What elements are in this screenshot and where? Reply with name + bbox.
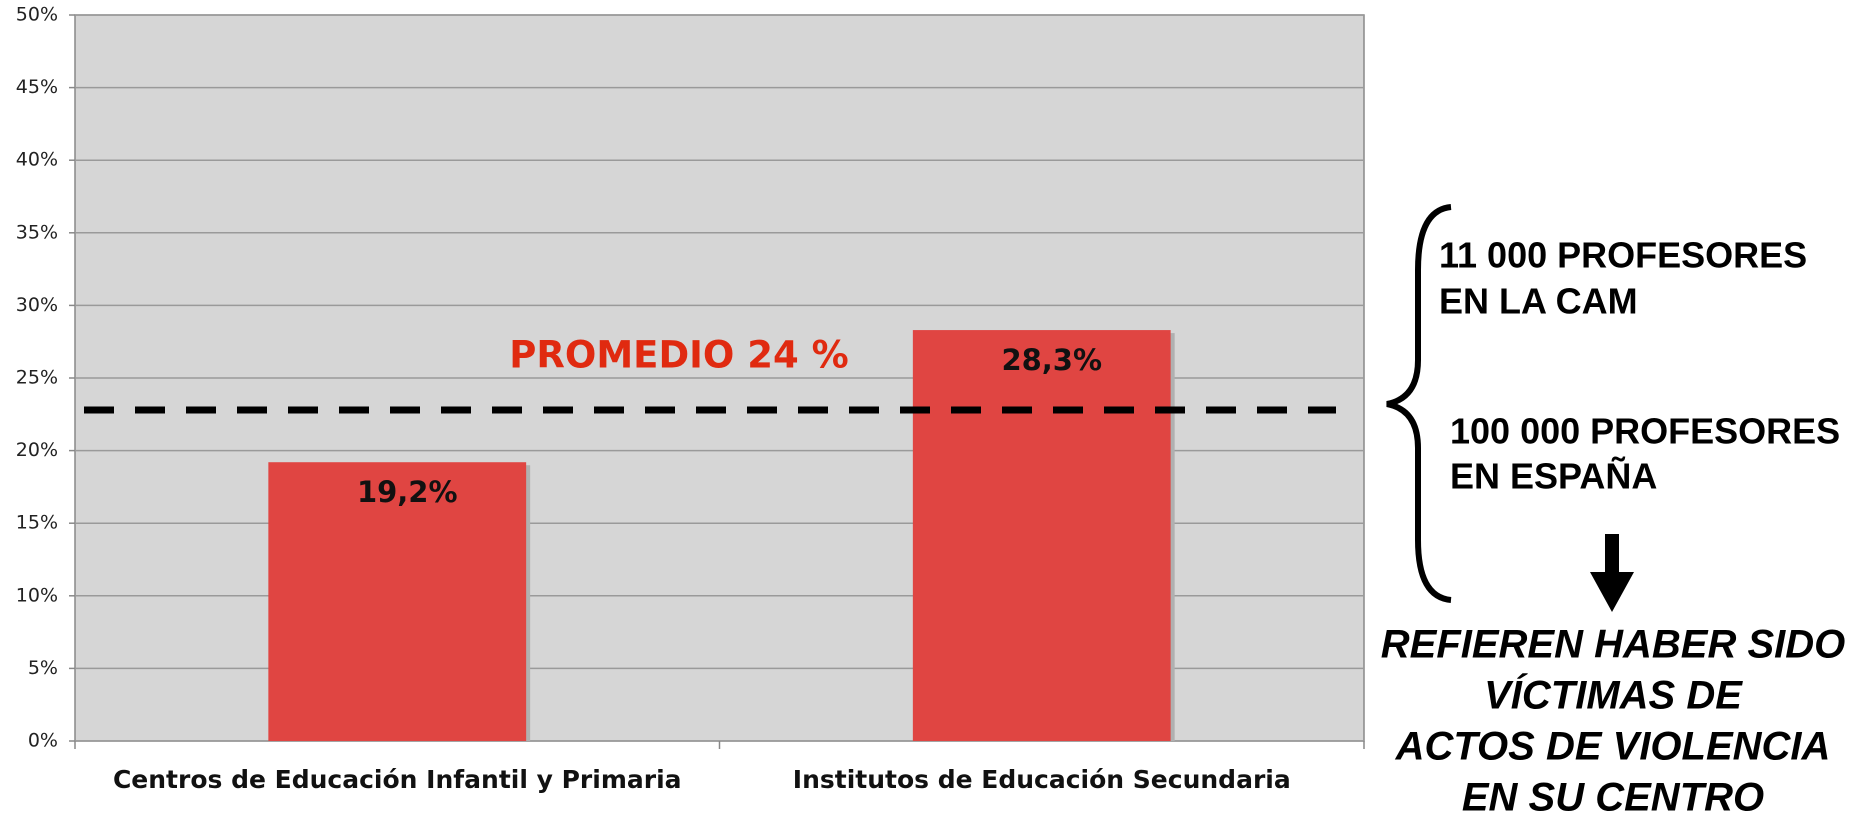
note: 11 000 PROFESORES	[1439, 235, 1807, 276]
value-label: 19,2%	[357, 475, 458, 509]
brace	[1386, 204, 1452, 603]
y-tick-label: 50%	[16, 4, 58, 26]
y-tick-label: 45%	[16, 76, 58, 98]
value-label: 28,3%	[1001, 343, 1102, 377]
y-tick-label: 0%	[28, 730, 58, 752]
x-tick-label: Institutos de Educación Secundaria	[793, 765, 1291, 794]
y-tick-label: 5%	[28, 657, 58, 679]
arrow-shaft	[1605, 534, 1619, 574]
y-tick-label: 35%	[16, 221, 58, 243]
conclusion: ACTOS DE VIOLENCIA	[1395, 725, 1831, 769]
y-tick-label: 30%	[16, 294, 58, 316]
arrow-head	[1590, 572, 1634, 612]
note: EN LA CAM	[1439, 281, 1638, 322]
x-tick-label: Centros de Educación Infantil y Primaria	[113, 765, 682, 794]
y-tick-label: 15%	[16, 512, 58, 534]
bar	[912, 330, 1171, 741]
y-tick-label: 40%	[16, 149, 58, 171]
y-tick-label: 10%	[16, 584, 58, 606]
y-tick-label: 20%	[16, 439, 58, 461]
y-tick-label: 25%	[16, 367, 58, 389]
conclusion: REFIEREN HABER SIDO	[1381, 623, 1846, 667]
annotation: PROMEDIO 24 %	[509, 334, 848, 377]
conclusion: EN SU CENTRO	[1462, 776, 1764, 819]
conclusion: VÍCTIMAS DE	[1484, 673, 1743, 718]
bar	[268, 462, 527, 741]
note: 100 000 PROFESORES	[1450, 411, 1840, 452]
note: EN ESPAÑA	[1450, 455, 1657, 497]
